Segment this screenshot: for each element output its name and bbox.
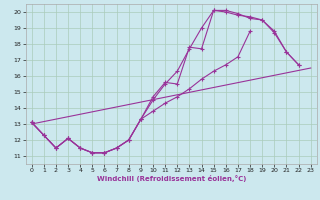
X-axis label: Windchill (Refroidissement éolien,°C): Windchill (Refroidissement éolien,°C)	[97, 175, 246, 182]
